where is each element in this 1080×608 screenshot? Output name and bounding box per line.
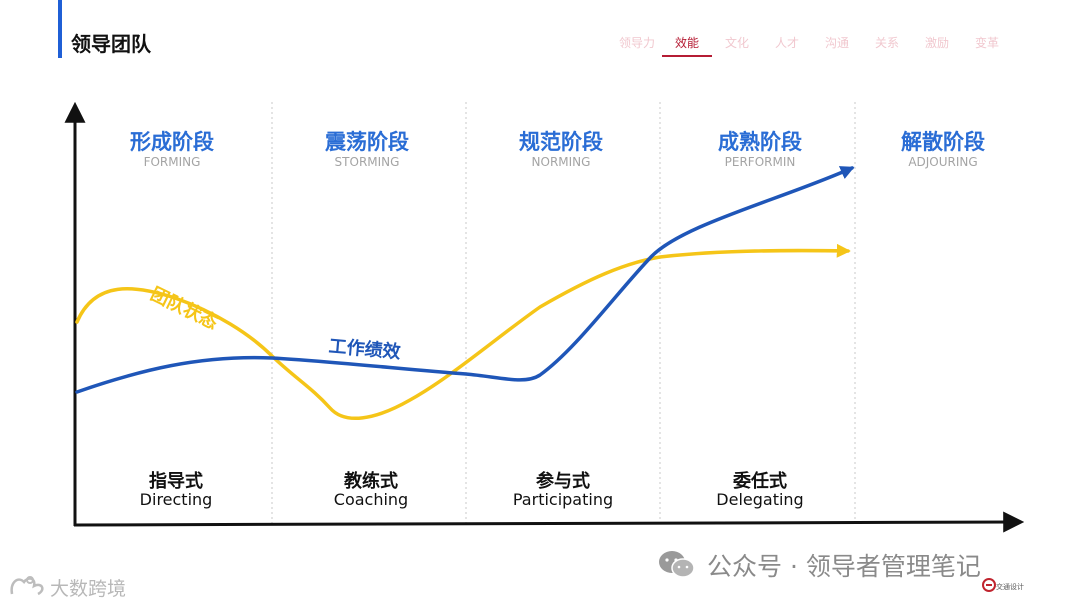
nav-item-efficiency[interactable]: 效能	[662, 34, 712, 57]
style-delegating-cn: 委任式	[733, 471, 787, 492]
style-delegating-en: Delegating	[716, 490, 804, 509]
stage-forming-subtitle: FORMING	[143, 155, 201, 169]
nav-item-change[interactable]: 变革	[974, 36, 999, 50]
stage-adjourning-subtitle: ADJOURING	[908, 155, 978, 169]
style-coaching-en: Coaching	[333, 490, 409, 509]
design-logo-text: 交通设计	[996, 583, 1024, 591]
nav-item-culture[interactable]: 文化	[724, 36, 749, 50]
stage-storming-subtitle: STORMING	[334, 155, 400, 169]
stage-forming-title: 形成阶段	[130, 130, 214, 154]
nav-item-communication[interactable]: 沟通	[824, 36, 849, 50]
performance-curve	[75, 166, 855, 394]
stage-storming-title: 震荡阶段	[325, 130, 409, 154]
x-axis	[73, 511, 1025, 533]
wechat-icon	[659, 551, 695, 578]
style-directing-cn: 指导式	[149, 471, 203, 492]
style-participating-cn: 参与式	[536, 471, 590, 492]
stage-adjourning-title: 解散阶段	[901, 130, 985, 154]
top-nav: 领导力 效能 文化 人才 沟通 关系 激励 变革	[612, 34, 1012, 57]
nav-item-motivation[interactable]: 激励	[924, 36, 949, 50]
style-participating-en: Participating	[512, 490, 614, 509]
stage-performing-title: 成熟阶段	[718, 130, 802, 154]
nav-item-talent[interactable]: 人才	[774, 36, 799, 50]
style-coaching-cn: 教练式	[344, 471, 398, 492]
stage-norming-subtitle: NORMING	[531, 155, 591, 169]
page-title: 领导团队	[71, 32, 151, 56]
nav-item-leadership[interactable]: 领导力	[618, 36, 655, 50]
nav-item-relations[interactable]: 关系	[874, 36, 899, 50]
design-logo-icon	[982, 578, 996, 592]
watermark-logo-icon	[10, 576, 44, 596]
team-state-curve	[75, 243, 851, 421]
watermark-source: 大数跨境	[50, 578, 127, 600]
stage-performing-subtitle: PERFORMIN	[724, 155, 796, 169]
title-accent-bar	[58, 0, 62, 58]
watermark-wechat-account: 公众号 · 领导者管理笔记	[707, 552, 981, 581]
stage-norming-title: 规范阶段	[519, 130, 603, 154]
style-directing-en: Directing	[139, 490, 213, 509]
